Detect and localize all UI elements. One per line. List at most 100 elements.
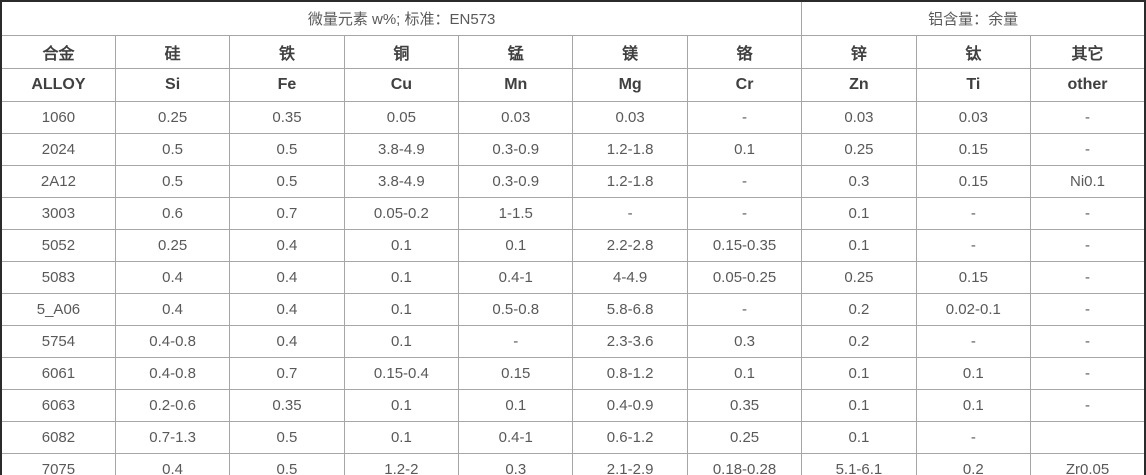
column-header-cn: 锌 xyxy=(801,35,917,69)
value-cell xyxy=(1030,421,1146,454)
value-cell: - xyxy=(1030,357,1146,390)
value-cell: 0.1 xyxy=(915,357,1032,390)
value-cell: 0.35 xyxy=(229,101,345,134)
value-cell: 0.05-0.2 xyxy=(343,197,460,230)
value-cell: 0.5 xyxy=(114,133,231,166)
column-header-cn: 其它 xyxy=(1030,35,1146,69)
value-cell: 3.8-4.9 xyxy=(343,165,460,198)
value-cell: 0.05 xyxy=(343,101,460,134)
alloy-name-cell: 6063 xyxy=(0,389,116,422)
value-cell: 1.2-1.8 xyxy=(572,165,688,198)
value-cell: - xyxy=(915,229,1032,262)
group-header-row: 微量元素 w%; 标准：EN573 铝含量：余量 xyxy=(0,0,1146,36)
value-cell: 0.15-0.35 xyxy=(686,229,803,262)
column-header-symbol: ALLOY xyxy=(0,68,116,102)
alloy-name-cell: 6061 xyxy=(0,357,116,390)
value-cell: 0.5 xyxy=(229,165,345,198)
value-cell: - xyxy=(686,293,803,326)
value-cell: 3.8-4.9 xyxy=(343,133,460,166)
table-row: 1060 0.25 0.35 0.05 0.03 0.03-0.03 0.03- xyxy=(0,101,1146,134)
alloy-name-cell: 5_A06 xyxy=(0,293,116,326)
value-cell: 0.1 xyxy=(686,357,803,390)
value-cell: 0.03 xyxy=(801,101,917,134)
alloy-name-cell: 6082 xyxy=(0,421,116,454)
value-cell: 0.3 xyxy=(801,165,917,198)
value-cell: 0.2 xyxy=(801,325,917,358)
value-cell: 1.2-2 xyxy=(343,453,460,475)
alloy-name-cell: 2024 xyxy=(0,133,116,166)
value-cell: 0.4 xyxy=(114,261,231,294)
value-cell: 0.1 xyxy=(801,197,917,230)
value-cell: 0.1 xyxy=(343,325,460,358)
value-cell: 0.1 xyxy=(801,229,917,262)
table-row: 2A12 0.5 0.5 3.8-4.9 0.3-0.9 1.2-1.8-0.3 0.15 N… xyxy=(0,165,1146,198)
value-cell: 0.15 xyxy=(915,165,1032,198)
value-cell: - xyxy=(915,197,1032,230)
column-header-cn: 铬 xyxy=(686,35,803,69)
value-cell: 0.3 xyxy=(686,325,803,358)
value-cell: 0.5 xyxy=(229,133,345,166)
value-cell: 5.8-6.8 xyxy=(572,293,688,326)
column-header-symbol: Fe xyxy=(229,68,345,102)
value-cell: 0.4-1 xyxy=(458,261,574,294)
value-cell: 0.5 xyxy=(229,453,345,475)
value-cell: 0.1 xyxy=(458,229,574,262)
table-row: 7075 0.4 0.5 1.2-2 0.3 2.1-2.9 0.18-0.28 5.1-6.… xyxy=(0,453,1146,475)
column-header-cn: 锰 xyxy=(458,35,574,69)
column-header-cn: 合金 xyxy=(0,35,116,69)
value-cell: - xyxy=(1030,261,1146,294)
value-cell: - xyxy=(1030,389,1146,422)
value-cell: 0.2 xyxy=(915,453,1032,475)
value-cell: 0.1 xyxy=(343,229,460,262)
value-cell: 0.5 xyxy=(114,165,231,198)
value-cell: - xyxy=(915,421,1032,454)
value-cell: 0.1 xyxy=(458,389,574,422)
value-cell: 0.5 xyxy=(229,421,345,454)
alloy-name-cell: 5083 xyxy=(0,261,116,294)
value-cell: 0.25 xyxy=(801,133,917,166)
value-cell: 0.4 xyxy=(114,293,231,326)
element-cn-header-row: 合金硅铁铜锰镁铬锌钛其它 xyxy=(0,35,1146,69)
alloy-name-cell: 7075 xyxy=(0,453,116,475)
value-cell: - xyxy=(1030,101,1146,134)
value-cell: 5.1-6.1 xyxy=(801,453,917,475)
value-cell: 1.2-1.8 xyxy=(572,133,688,166)
value-cell: Ni0.1 xyxy=(1030,165,1146,198)
value-cell: 0.18-0.28 xyxy=(686,453,803,475)
value-cell: 0.1 xyxy=(343,261,460,294)
group-header-cell: 微量元素 w%; 标准：EN573 xyxy=(0,0,803,36)
table-row: 2024 0.5 0.5 3.8-4.9 0.3-0.9 1.2-1.8 0.1 0.25 0.… xyxy=(0,133,1146,166)
value-cell: 0.1 xyxy=(801,421,917,454)
column-header-symbol: Ti xyxy=(915,68,1032,102)
value-cell: 0.15-0.4 xyxy=(343,357,460,390)
value-cell: 0.8-1.2 xyxy=(572,357,688,390)
value-cell: 0.3 xyxy=(458,453,574,475)
value-cell: - xyxy=(458,325,574,358)
value-cell: 0.4-0.8 xyxy=(114,357,231,390)
alloy-name-cell: 2A12 xyxy=(0,165,116,198)
table-row: 3003 0.6 0.7 0.05-0.2 1-1.5- -0.1- - xyxy=(0,197,1146,230)
table-row: 5083 0.4 0.4 0.1 0.4-1 4-4.9 0.05-0.25 0.25 0.15… xyxy=(0,261,1146,294)
column-header-cn: 铜 xyxy=(343,35,460,69)
value-cell: - xyxy=(1030,197,1146,230)
value-cell: 0.3-0.9 xyxy=(458,133,574,166)
value-cell: 0.03 xyxy=(915,101,1032,134)
value-cell: 0.6 xyxy=(114,197,231,230)
value-cell: 0.6-1.2 xyxy=(572,421,688,454)
value-cell: 0.35 xyxy=(686,389,803,422)
value-cell: 0.35 xyxy=(229,389,345,422)
value-cell: 0.5-0.8 xyxy=(458,293,574,326)
value-cell: 2.3-3.6 xyxy=(572,325,688,358)
column-header-symbol: Mg xyxy=(572,68,688,102)
value-cell: 0.2 xyxy=(801,293,917,326)
value-cell: 0.4-1 xyxy=(458,421,574,454)
value-cell: 0.1 xyxy=(343,293,460,326)
value-cell: 0.1 xyxy=(915,389,1032,422)
column-header-cn: 镁 xyxy=(572,35,688,69)
value-cell: Zr0.05 xyxy=(1030,453,1146,475)
value-cell: 0.1 xyxy=(801,389,917,422)
value-cell: 0.4-0.8 xyxy=(114,325,231,358)
value-cell: - xyxy=(1030,229,1146,262)
value-cell: 1-1.5 xyxy=(458,197,574,230)
